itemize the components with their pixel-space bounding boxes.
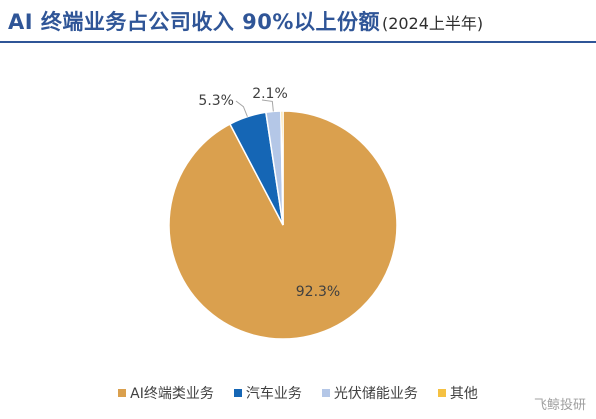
legend-label: 汽车业务	[245, 386, 302, 402]
slice-label-ai-terminal: 92.3%	[296, 284, 340, 300]
legend-label: AI终端类业务	[130, 386, 214, 402]
watermark: 飞鲸投研	[533, 398, 586, 413]
chart-legend: AI终端类业务 汽车业务 光伏储能业务 其他	[0, 383, 596, 403]
pie-slice-other	[280, 110, 284, 226]
legend-swatch	[118, 389, 127, 397]
legend-item-other: 其他	[437, 383, 478, 403]
slice-label-pv-storage: 2.1%	[252, 86, 288, 102]
legend-swatch	[321, 389, 330, 397]
legend-swatch	[233, 389, 242, 397]
title-divider	[0, 41, 596, 43]
legend-item-ai-terminal: AI终端类业务	[118, 383, 214, 403]
legend-swatch	[437, 389, 446, 397]
pie-chart: 92.3% 5.3% 2.1%	[168, 86, 398, 340]
chart-title-bar: AI 终端业务占公司收入 90%以上份额 (2024上半年)	[8, 6, 483, 36]
chart-subtitle: (2024上半年)	[381, 14, 484, 33]
legend-item-pv-storage: 光伏储能业务	[321, 383, 418, 403]
chart-title: AI 终端业务占公司收入 90%以上份额	[8, 10, 380, 34]
leader-line-pv-storage	[261, 99, 274, 112]
slice-label-automotive: 5.3%	[198, 93, 234, 109]
legend-item-automotive: 汽车业务	[233, 383, 302, 403]
legend-label: 其他	[449, 386, 478, 402]
leader-line-automotive	[235, 100, 248, 117]
legend-label: 光伏储能业务	[333, 386, 418, 402]
